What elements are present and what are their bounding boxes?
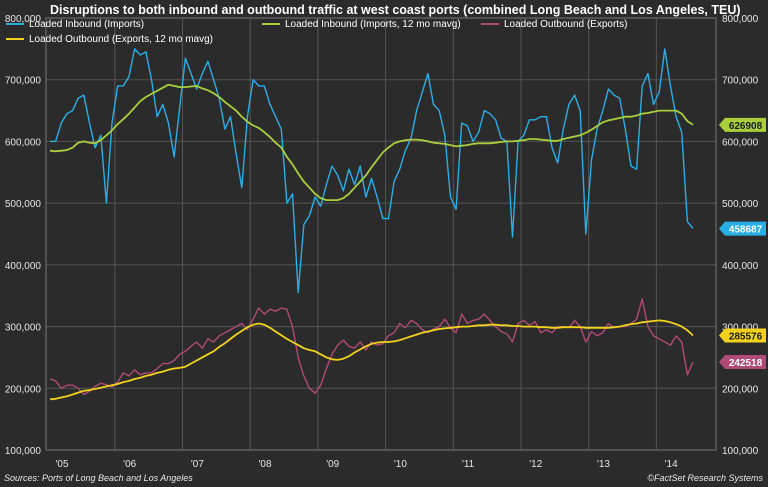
badge-value: 285576 — [729, 331, 763, 342]
legend-label: Loaded Outbound (Exports) — [504, 19, 627, 30]
badge-shape — [719, 355, 766, 370]
y-tick-label-left: 800,000 — [5, 14, 42, 25]
y-tick-label-right: 500,000 — [722, 199, 759, 210]
series-lines — [49, 48, 694, 401]
x-tick-label: '07 — [191, 459, 204, 470]
y-tick-label-left: 700,000 — [5, 76, 42, 87]
y-tick-label-right: 600,000 — [722, 137, 759, 148]
x-tick-label: '08 — [259, 459, 272, 470]
x-tick-label: '06 — [123, 459, 136, 470]
plot-frame — [45, 17, 717, 451]
last-value-badges: 626908 458687 285576 242518 — [719, 117, 766, 370]
badge-shape — [719, 117, 766, 132]
y-tick-label-left: 200,000 — [5, 384, 42, 395]
badge-shape — [719, 328, 766, 343]
x-tick-label: '11 — [462, 459, 475, 470]
x-tick-label: '10 — [394, 459, 407, 470]
last-value-badge: 458687 — [719, 221, 766, 236]
axis-ticks: 100,000 100,000 200,000 200,000 300,000 300,0… — [5, 14, 759, 470]
x-tick-label: '05 — [55, 459, 68, 470]
y-tick-label-right: 700,000 — [722, 76, 759, 87]
legend: Loaded Inbound (Imports) Loaded Inbound (… — [6, 19, 627, 45]
badge-value: 458687 — [729, 225, 763, 236]
legend-label: Loaded Inbound (Imports) — [29, 19, 144, 30]
legend-label: Loaded Inbound (Imports, 12 mo mavg) — [285, 19, 461, 30]
grid — [45, 17, 717, 451]
last-value-badge: 285576 — [719, 328, 766, 343]
y-tick-label-left: 100,000 — [5, 446, 42, 457]
x-tick-label: '12 — [529, 459, 542, 470]
y-tick-label-right: 300,000 — [722, 323, 759, 334]
y-tick-label-left: 400,000 — [5, 261, 42, 272]
legend-label: Loaded Outbound (Exports, 12 mo mavg) — [29, 34, 213, 45]
x-tick-label: '14 — [665, 459, 678, 470]
chart-title: Disruptions to both inbound and outbound… — [50, 3, 741, 17]
series-line-2 — [49, 83, 694, 202]
y-tick-label-right: 200,000 — [722, 384, 759, 395]
x-tick-label: '09 — [326, 459, 339, 470]
y-tick-label-right: 800,000 — [722, 14, 759, 25]
y-tick-label-left: 500,000 — [5, 199, 42, 210]
last-value-badge: 626908 — [719, 117, 766, 132]
series-line-4 — [49, 319, 694, 401]
series-line-1 — [50, 48, 694, 294]
credit-note: ©FactSet Research Systems — [647, 473, 763, 483]
x-tick-label: '13 — [597, 459, 610, 470]
badge-value: 242518 — [729, 358, 763, 369]
last-value-badge: 242518 — [719, 355, 766, 370]
y-tick-label-left: 600,000 — [5, 137, 42, 148]
y-tick-label-right: 400,000 — [722, 261, 759, 272]
series-line-3 — [49, 298, 694, 396]
badge-value: 626908 — [729, 121, 763, 132]
badge-shape — [719, 221, 766, 236]
y-tick-label-right: 100,000 — [722, 446, 759, 457]
y-tick-label-left: 300,000 — [5, 323, 42, 334]
source-note: Sources: Ports of Long Beach and Los Ang… — [4, 473, 193, 483]
